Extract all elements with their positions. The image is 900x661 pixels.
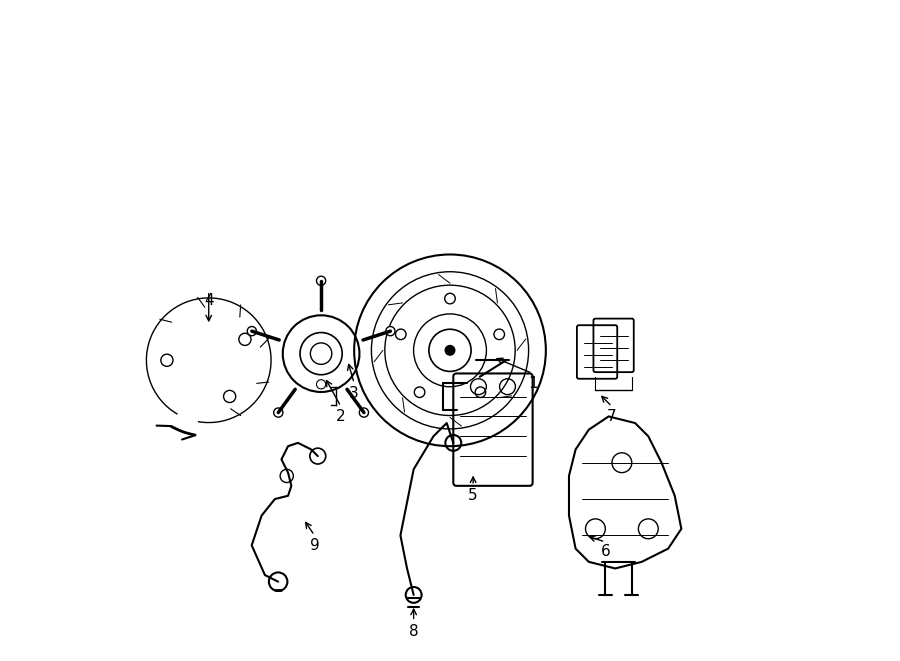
Text: 7: 7 [608, 409, 616, 424]
Circle shape [386, 327, 395, 336]
Text: 9: 9 [310, 538, 320, 553]
Circle shape [274, 408, 283, 417]
Text: 6: 6 [600, 545, 610, 559]
Text: 4: 4 [204, 293, 213, 308]
Text: 1: 1 [527, 376, 537, 391]
Circle shape [446, 346, 454, 355]
Text: 5: 5 [468, 488, 478, 503]
Circle shape [317, 276, 326, 286]
Circle shape [248, 327, 256, 336]
Circle shape [359, 408, 368, 417]
Text: 3: 3 [349, 386, 359, 401]
Text: 2: 2 [336, 409, 346, 424]
Text: 8: 8 [409, 624, 419, 639]
